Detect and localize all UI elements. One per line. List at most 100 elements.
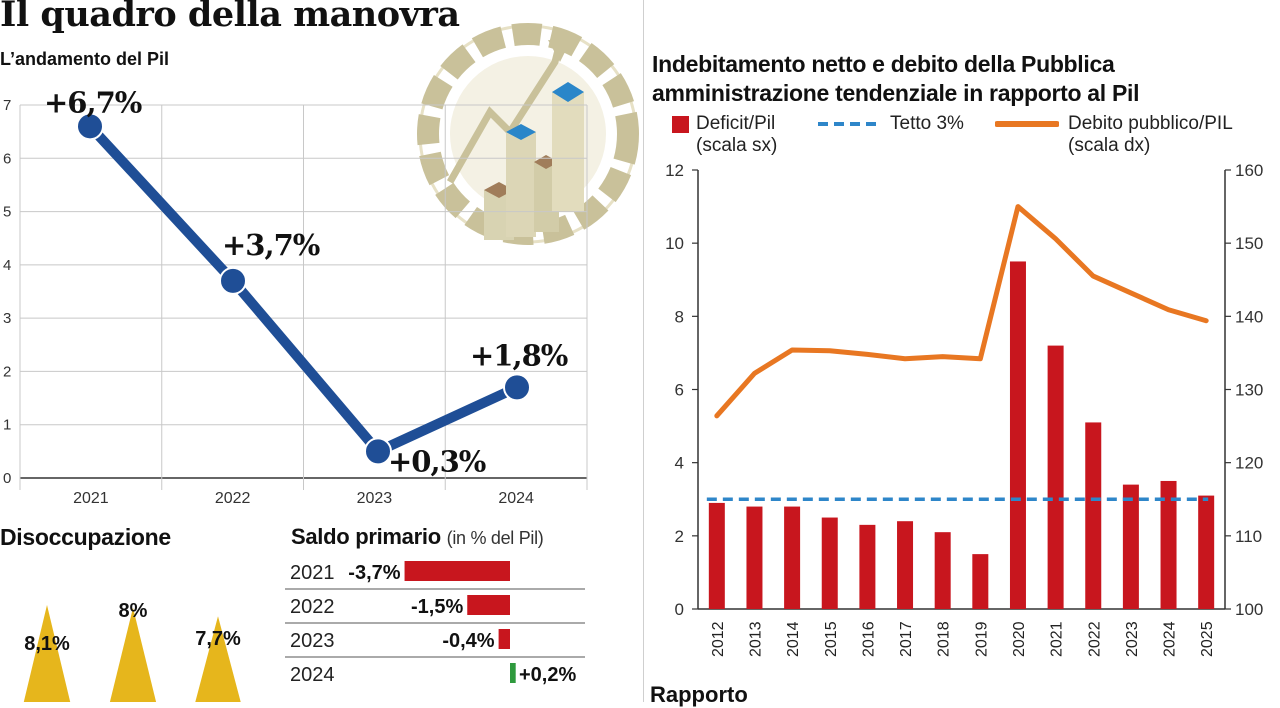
debt-xtick-label: 2017: [898, 621, 915, 657]
debt-xtick-label: 2020: [1011, 621, 1028, 657]
debt-right-tick-label: 120: [1235, 454, 1263, 473]
saldo-value-label: -1,5%: [411, 596, 463, 618]
disoccupazione-label: 8,1%: [24, 633, 70, 655]
deficit-bar: [1085, 422, 1102, 609]
deficit-bar: [1122, 484, 1139, 609]
saldo-title-text: Saldo primario: [291, 524, 441, 549]
saldo-value-label: +0,2%: [519, 664, 576, 686]
debt-xtick-label: 2012: [710, 621, 727, 657]
saldo-value-label: -0,4%: [442, 630, 494, 652]
pil-xtick-label: 2024: [498, 490, 534, 507]
debt-right-tick-label: 130: [1235, 381, 1263, 400]
saldo-year-label: 2023: [290, 630, 335, 652]
column-divider: [643, 0, 644, 702]
pil-ytick-label: 5: [3, 204, 11, 221]
debt-left-tick-label: 10: [665, 234, 684, 253]
legend-debito-label: Debito pubblico/PIL (scala dx): [1068, 113, 1233, 157]
pil-ytick-label: 2: [3, 363, 11, 380]
legend-debito-note: (scala dx): [1068, 135, 1151, 156]
debt-right-tick-label: 140: [1235, 307, 1263, 326]
debt-left-tick-label: 8: [675, 307, 684, 326]
deficit-bar: [821, 517, 838, 609]
deficit-bar: [784, 506, 801, 609]
deficit-bar: [1047, 345, 1064, 609]
pil-ytick-label: 7: [3, 97, 11, 114]
deficit-bar: [859, 524, 876, 609]
debt-right-tick-label: 150: [1235, 234, 1263, 253]
disoccupazione-bar: [23, 605, 71, 702]
deficit-bar: [934, 532, 951, 609]
debt-xtick-label: 2015: [823, 621, 840, 657]
legend-debito-swatch: [995, 121, 1059, 127]
pil-xtick-label: 2021: [73, 490, 109, 507]
legend-deficit-swatch: [672, 116, 689, 133]
disoccupazione-bar: [195, 616, 241, 702]
saldo-year-label: 2021: [290, 562, 335, 584]
page-title: Il quadro della manovra: [0, 0, 460, 35]
pil-xtick-label: 2023: [357, 490, 393, 507]
legend-tetto-swatch: [818, 122, 882, 126]
saldo-title: Saldo primario (in % del Pil): [291, 524, 544, 550]
debt-xtick-label: 2018: [936, 621, 953, 657]
debt-xtick-label: 2019: [973, 621, 990, 657]
deficit-bar: [708, 502, 725, 609]
saldo-bar: [498, 629, 510, 649]
debt-xtick-label: 2025: [1199, 621, 1216, 657]
debt-right-tick-label: 160: [1235, 161, 1263, 180]
saldo-bar: [404, 561, 510, 581]
legend-deficit-text: Deficit/Pil: [696, 113, 776, 134]
debito-series-line: [714, 204, 1209, 419]
saldo-year-label: 2022: [290, 596, 335, 618]
legend-tetto-text: Tetto 3%: [890, 113, 964, 134]
debt-right-tick-label: 100: [1235, 600, 1263, 619]
pil-point: [364, 437, 392, 466]
pil-ytick-label: 4: [3, 257, 11, 274]
saldo-year-label: 2024: [290, 664, 335, 686]
debt-left-tick-label: 12: [665, 161, 684, 180]
debt-title-line1: Indebitamento netto e debito della Pubbl…: [652, 51, 1115, 77]
legend-deficit-note: (scala sx): [696, 135, 778, 156]
debt-left-tick-label: 4: [675, 454, 684, 473]
debt-chart-title: Indebitamento netto e debito della Pubbl…: [652, 50, 1272, 108]
debt-xtick-label: 2024: [1162, 621, 1179, 657]
pil-point: [76, 112, 104, 141]
legend-deficit-label: Deficit/Pil (scala sx): [696, 113, 777, 157]
rapporto-heading: Rapporto: [650, 682, 748, 707]
pil-ytick-label: 3: [3, 310, 11, 327]
debt-left-tick-label: 2: [675, 527, 684, 546]
disoccupazione-chart: 8,1% 8% 7,7%: [23, 600, 241, 702]
saldo-value-label: -3,7%: [348, 562, 400, 584]
debt-xtick-label: 2014: [785, 621, 802, 657]
legend-debito-text: Debito pubblico/PIL: [1068, 113, 1233, 134]
debt-right-tick-label: 110: [1235, 527, 1262, 546]
saldo-bar: [510, 663, 516, 683]
debt-left-tick-label: 0: [675, 600, 684, 619]
pil-ytick-label: 6: [3, 150, 11, 167]
disoccupazione-label: 7,7%: [195, 628, 241, 650]
debt-xtick-label: 2022: [1086, 621, 1103, 657]
pil-line-chart: 0 1 2 3 4 5 6 7 2021 2022 2023 2024 +6,7% +3,7% +0,3% +…: [3, 85, 588, 507]
pil-xtick-label: 2022: [215, 490, 251, 507]
deficit-bar: [1009, 261, 1026, 609]
pil-data-label: +0,3%: [388, 444, 486, 478]
deficit-bar: [897, 521, 914, 609]
pil-ytick-label: 1: [3, 417, 11, 434]
pil-data-label: +6,7%: [44, 85, 142, 119]
disoccupazione-label: 8%: [119, 600, 148, 622]
deficit-bar: [746, 506, 763, 609]
pil-data-label: +1,8%: [470, 338, 568, 372]
debt-title-line2: amministrazione tendenziale in rapporto …: [652, 80, 1140, 106]
pil-subtitle: L’andamento del Pil: [0, 49, 170, 69]
saldo-bar: [467, 595, 510, 615]
deficit-bar: [1198, 495, 1215, 609]
disoccupazione-title: Disoccupazione: [0, 524, 171, 550]
debt-xtick-label: 2016: [860, 621, 877, 657]
pil-point: [219, 266, 247, 295]
saldo-unit: (in % del Pil): [446, 528, 544, 548]
debt-xtick-label: 2021: [1049, 621, 1066, 657]
saldo-primario-chart: 2021 -3,7% 2022 -1,5% 2023 -0,4% 2024 +0,2%: [285, 561, 585, 686]
pil-point: [503, 373, 531, 402]
pil-data-label: +3,7%: [222, 228, 320, 262]
disoccupazione-bar: [109, 607, 157, 702]
debt-xtick-label: 2013: [747, 621, 764, 657]
